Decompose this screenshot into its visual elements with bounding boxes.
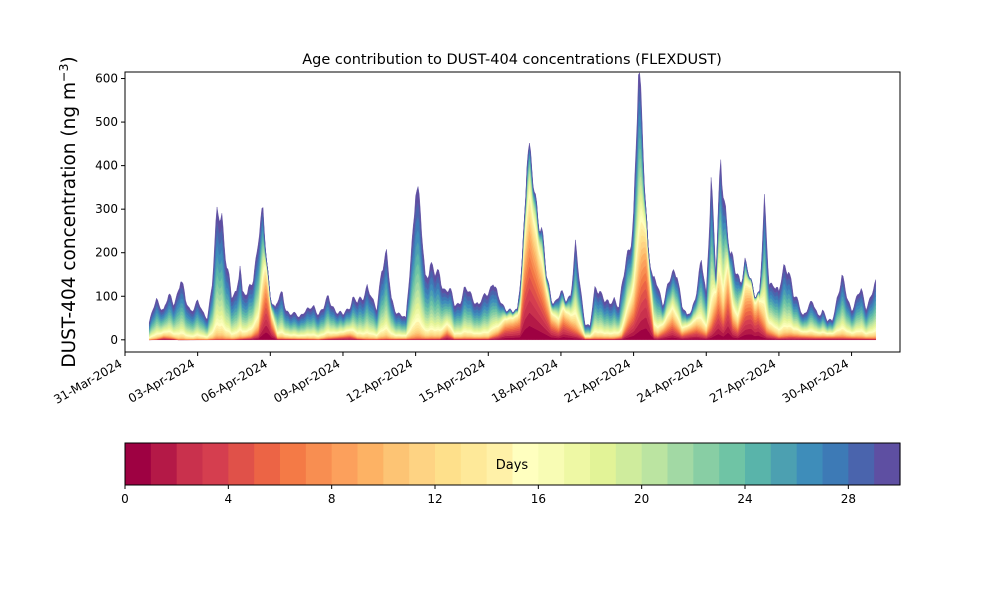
colorbar-bin <box>745 443 772 485</box>
colorbar-bin <box>331 443 359 485</box>
x-tick-label: 15-Apr-2024 <box>417 356 488 405</box>
colorbar-bin <box>538 443 565 485</box>
x-axis: 31-Mar-2024 03-Apr-2024 06-Apr-2024 09-Apr-… <box>51 352 853 407</box>
colorbar-tick-label: 4 <box>225 492 233 506</box>
stacked-area-layers <box>149 72 876 341</box>
colorbar-bin <box>460 443 488 485</box>
y-tick-label: 0 <box>110 333 118 347</box>
y-tick-label: 200 <box>95 246 118 260</box>
colorbar-ticks: 0 4 8 12 16 20 24 28 <box>121 485 856 506</box>
area-layer-day-29 <box>149 72 876 328</box>
colorbar-tick-label: 12 <box>427 492 442 506</box>
colorbar-bin <box>486 443 514 485</box>
colorbar-bin <box>125 443 152 485</box>
colorbar-bin <box>667 443 694 485</box>
colorbar-bin <box>383 443 410 485</box>
y-tick-label: 300 <box>95 202 118 216</box>
x-tick-label: 03-Apr-2024 <box>126 356 197 405</box>
y-axis-label-exponent: −3 <box>56 64 71 82</box>
colorbar-bin <box>590 443 617 485</box>
colorbar-bin <box>693 443 720 485</box>
x-tick-label: 06-Apr-2024 <box>199 356 270 405</box>
x-tick-label: 09-Apr-2024 <box>271 356 342 405</box>
colorbar-bin <box>150 443 178 485</box>
y-axis-label-close: ) <box>59 56 80 63</box>
colorbar-bin <box>512 443 539 485</box>
x-tick-label: 21-Apr-2024 <box>562 356 633 405</box>
y-tick-label: 600 <box>95 72 118 86</box>
colorbar-tick-label: 24 <box>737 492 752 506</box>
colorbar-tick-label: 20 <box>634 492 649 506</box>
colorbar-bin <box>254 443 281 485</box>
y-axis: 0 100 200 300 400 500 600 <box>95 72 125 347</box>
plot-frame <box>124 71 901 353</box>
colorbar-bin <box>176 443 204 485</box>
y-tick-label: 100 <box>95 289 118 303</box>
colorbar-frame <box>124 442 901 486</box>
colorbar-tick-label: 28 <box>841 492 856 506</box>
colorbar-bin <box>641 443 669 485</box>
y-axis-label-main: DUST-404 concentration (ng m <box>59 82 80 368</box>
x-tick-label: 12-Apr-2024 <box>344 356 415 405</box>
chart-title: Age contribution to DUST-404 concentrati… <box>302 52 722 68</box>
colorbar-tick-label: 16 <box>531 492 546 506</box>
colorbar-label: Days <box>496 458 529 473</box>
colorbar-bin <box>796 443 824 485</box>
y-tick-label: 400 <box>95 159 118 173</box>
colorbar-bin <box>770 443 798 485</box>
colorbar-tick-label: 8 <box>328 492 336 506</box>
colorbar-bin <box>874 443 901 485</box>
y-axis-label: DUST-404 concentration (ng m−3) <box>56 56 80 367</box>
colorbar-bin <box>435 443 462 485</box>
colorbar-bin <box>357 443 384 485</box>
y-tick-label: 500 <box>95 115 118 129</box>
colorbar-bin <box>848 443 875 485</box>
colorbar-bin <box>228 443 255 485</box>
x-tick-label: 18-Apr-2024 <box>489 356 560 405</box>
colorbar-bin <box>719 443 746 485</box>
colorbar-bin <box>564 443 591 485</box>
x-tick-label: 30-Apr-2024 <box>780 356 851 405</box>
colorbar-bin <box>202 443 229 485</box>
colorbar-bin <box>615 443 643 485</box>
colorbar-bin <box>305 443 333 485</box>
x-tick-label: 27-Apr-2024 <box>707 356 778 405</box>
x-tick-label: 24-Apr-2024 <box>634 356 705 405</box>
colorbar <box>124 442 901 486</box>
colorbar-tick-label: 0 <box>121 492 129 506</box>
colorbar-bin <box>822 443 849 485</box>
colorbar-bin <box>409 443 436 485</box>
colorbar-bin <box>280 443 307 485</box>
